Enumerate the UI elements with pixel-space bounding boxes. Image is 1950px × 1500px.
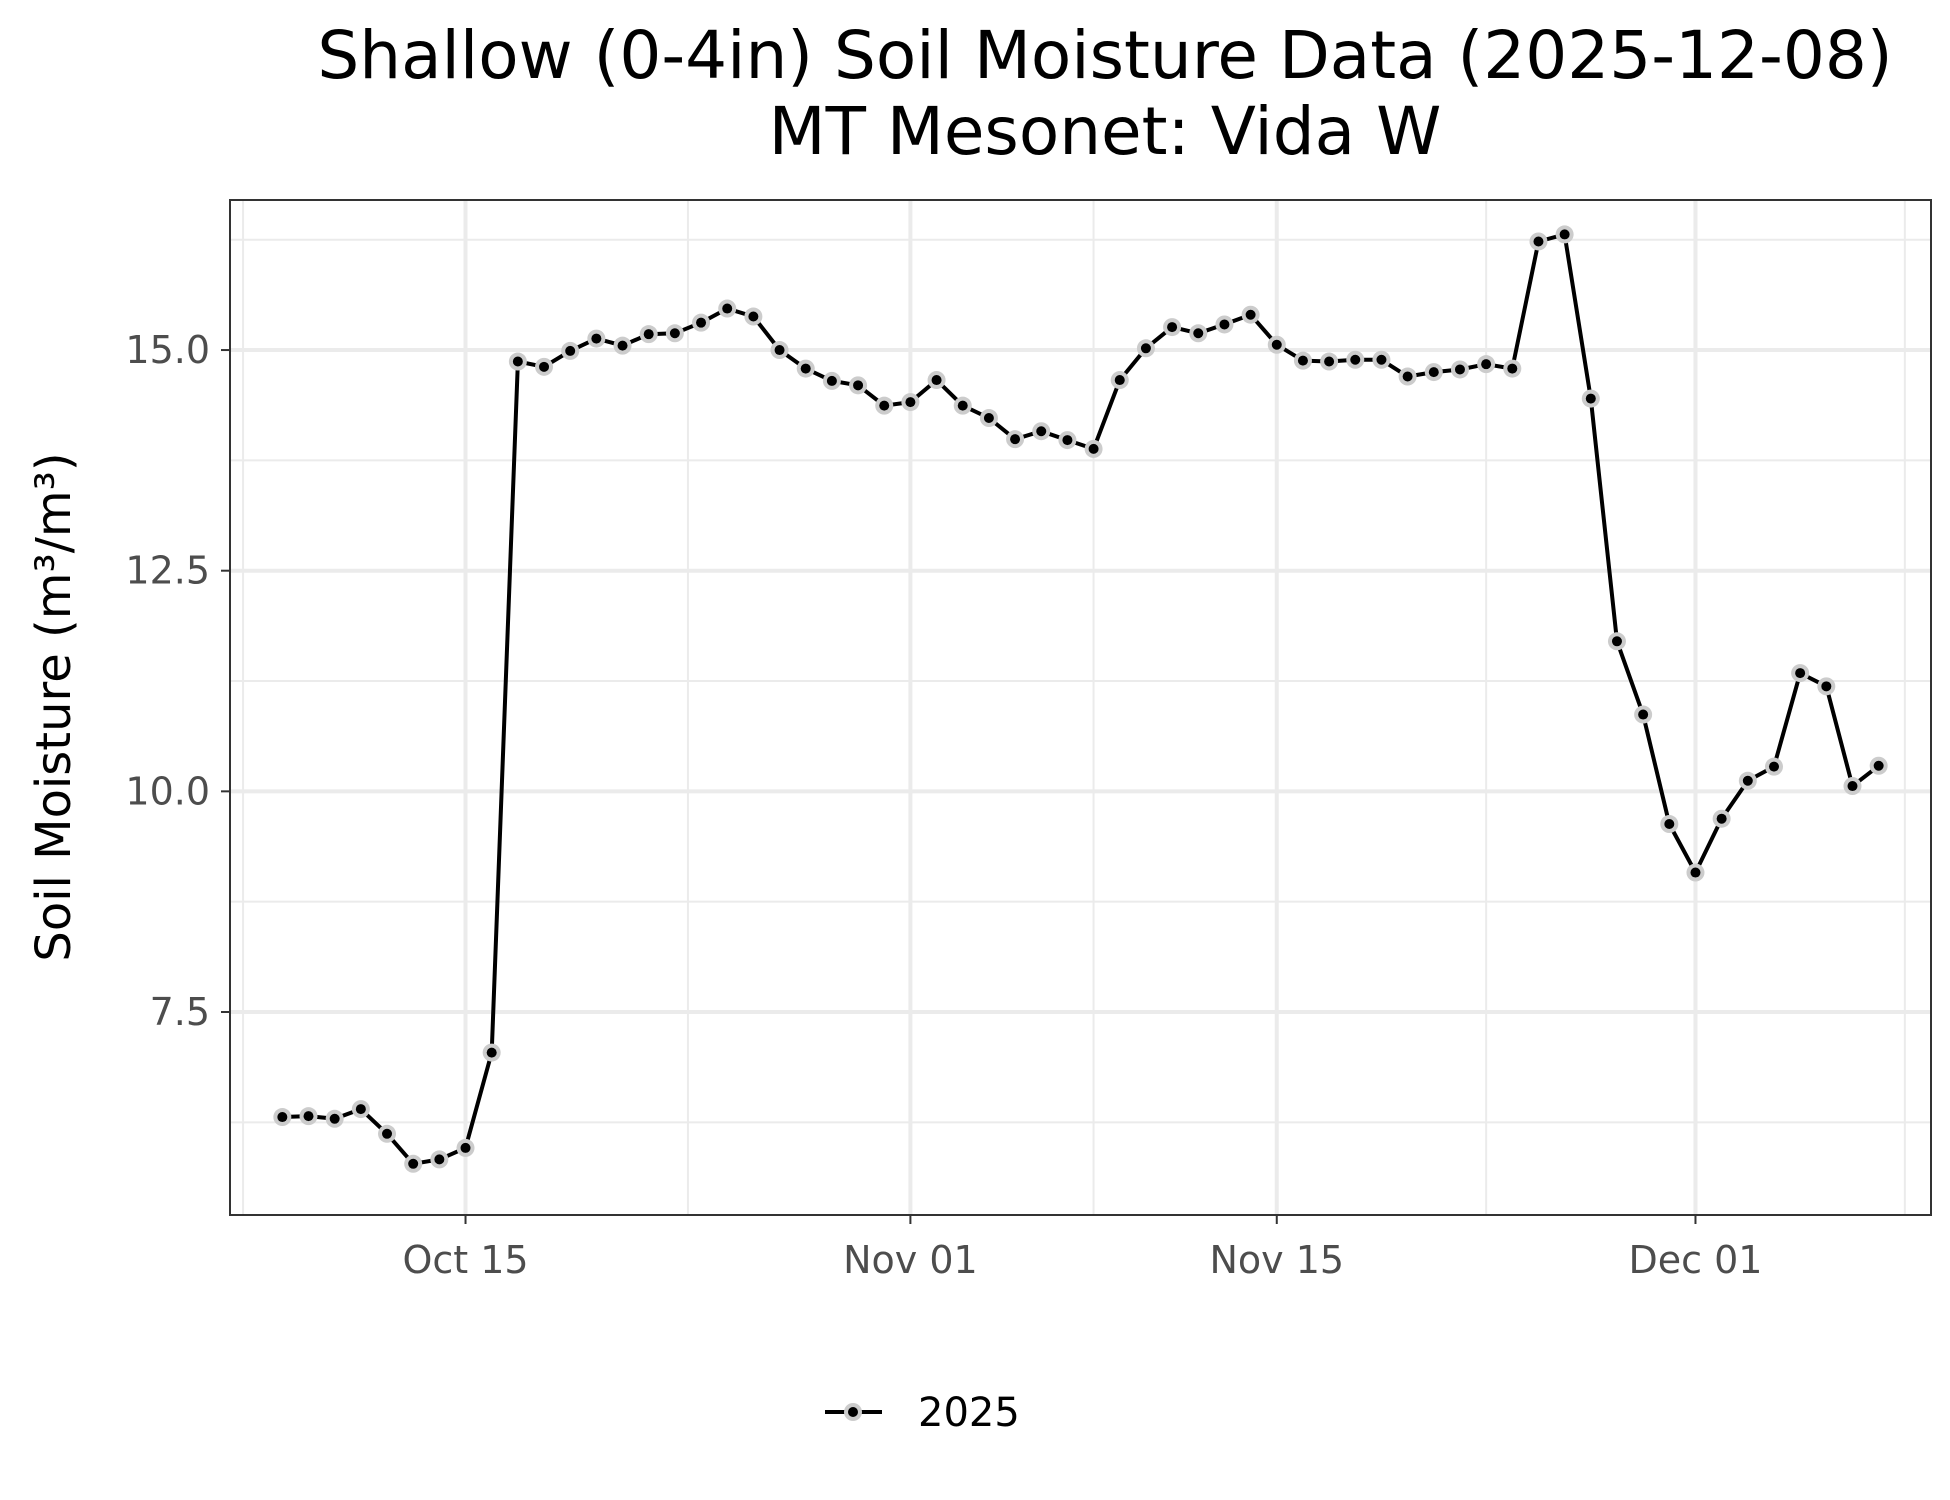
y-tick-label: 15.0 (125, 328, 210, 372)
data-point (1507, 363, 1518, 374)
data-point (1167, 322, 1178, 333)
data-point (355, 1104, 366, 1115)
data-point (1219, 319, 1230, 330)
data-point (1664, 819, 1675, 830)
data-point (408, 1158, 419, 1169)
data-point (696, 317, 707, 328)
chart-title-line-1: Shallow (0-4in) Soil Moisture Data (2025… (317, 17, 1892, 94)
data-point (1585, 393, 1596, 404)
data-point (1454, 364, 1465, 375)
plot-panel-border (229, 199, 1932, 1216)
y-tick-label: 10.0 (125, 769, 210, 813)
data-point (1193, 328, 1204, 339)
data-point (1559, 229, 1570, 240)
data-point (460, 1142, 471, 1153)
x-tick-label: Nov 01 (843, 1238, 978, 1282)
data-point (748, 311, 759, 322)
data-point (1062, 435, 1073, 446)
data-point (826, 375, 837, 386)
data-point (722, 303, 733, 314)
data-point (539, 361, 550, 372)
data-point (1088, 443, 1099, 454)
data-point (1376, 354, 1387, 365)
series-layer (273, 225, 1888, 1173)
data-point (591, 333, 602, 344)
data-point (643, 329, 654, 340)
y-tick-label: 12.5 (125, 549, 210, 593)
data-point (1795, 668, 1806, 679)
data-point (277, 1112, 288, 1123)
data-point (1690, 867, 1701, 878)
data-point (1481, 359, 1492, 370)
data-point (931, 375, 942, 386)
data-point (1533, 236, 1544, 247)
data-point (329, 1113, 340, 1124)
data-point (382, 1128, 393, 1139)
data-point (1768, 761, 1779, 772)
data-point (1873, 760, 1884, 771)
x-tick-label: Nov 15 (1209, 1238, 1344, 1282)
y-axis-title: Soil Moisture (m³/m³) (26, 452, 82, 961)
legend-key-point (848, 1407, 858, 1417)
data-point (1821, 681, 1832, 692)
data-point (1611, 636, 1622, 647)
data-point (983, 413, 994, 424)
data-point (434, 1154, 445, 1165)
data-point (1638, 709, 1649, 720)
x-tick-label: Dec 01 (1628, 1238, 1762, 1282)
data-point (1742, 775, 1753, 786)
x-axis: Oct 15 Nov 01 Nov 15 Dec 01 (402, 1215, 1762, 1282)
y-axis: 7.5 10.0 12.5 15.0 (125, 328, 230, 1034)
data-point (800, 363, 811, 374)
data-point (565, 345, 576, 356)
data-point (486, 1047, 497, 1058)
data-point (617, 340, 628, 351)
data-point (1140, 343, 1151, 354)
legend-label: 2025 (918, 1390, 1020, 1436)
data-point (879, 400, 890, 411)
series-line (282, 232, 1880, 1166)
data-point (957, 400, 968, 411)
data-point (1036, 426, 1047, 437)
data-point (1716, 813, 1727, 824)
data-point (303, 1111, 314, 1122)
data-point (853, 380, 864, 391)
data-point (1271, 339, 1282, 350)
data-point (1402, 371, 1413, 382)
legend: 2025 (825, 1390, 1020, 1436)
data-point (1350, 354, 1361, 365)
data-point (1114, 375, 1125, 386)
y-tick-label: 7.5 (150, 990, 210, 1034)
data-point (1010, 434, 1021, 445)
data-point (669, 328, 680, 339)
data-point (512, 356, 523, 367)
data-point (1324, 356, 1335, 367)
x-tick-label: Oct 15 (402, 1238, 528, 1282)
data-point (1297, 355, 1308, 366)
data-point (1245, 309, 1256, 320)
chart-title-line-2: MT Mesonet: Vida W (769, 93, 1442, 170)
major-gridlines (230, 200, 1931, 1215)
data-point (774, 345, 785, 356)
data-point (1428, 367, 1439, 378)
minor-gridlines (230, 200, 1931, 1215)
data-point (1847, 781, 1858, 792)
data-point (905, 397, 916, 408)
